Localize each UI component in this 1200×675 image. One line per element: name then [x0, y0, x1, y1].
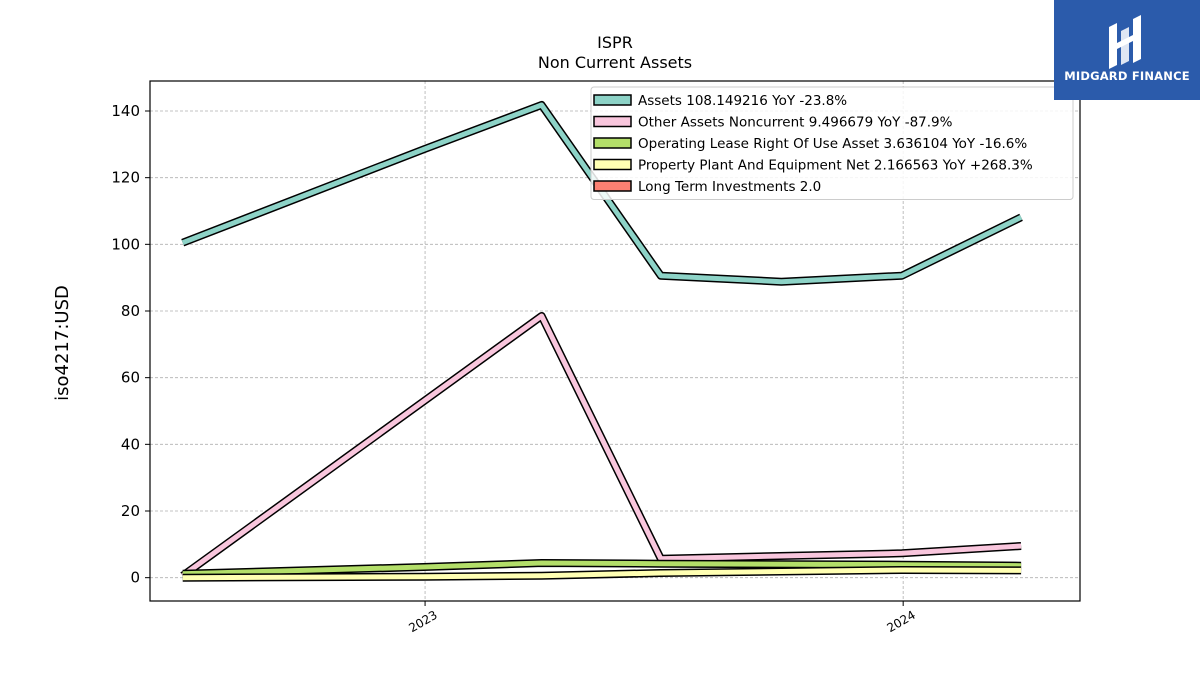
brand-logo-text: MIDGARD FINANCE [1064, 69, 1190, 83]
y-axis-label: iso4217:USD [52, 285, 73, 401]
series-4 [182, 566, 1022, 582]
y-tick-label: 60 [121, 369, 140, 387]
y-tick-label: 0 [130, 569, 140, 587]
legend: Assets 108.149216 YoY -23.8% Other Assets… [590, 86, 1074, 200]
legend-swatch [593, 94, 632, 106]
x-tick-label: 2023 [406, 608, 439, 635]
grid [150, 81, 1080, 601]
series-1 [181, 101, 1023, 286]
series-line [181, 102, 1023, 285]
series-3 [182, 559, 1022, 578]
series-line [182, 567, 1022, 581]
x-tick-label: 2024 [884, 608, 917, 635]
series-line-outline [180, 312, 1022, 579]
legend-swatch [593, 115, 632, 128]
legend-swatch [593, 137, 632, 149]
legend-label: Other Assets Noncurrent 9.496679 YoY -87… [638, 115, 953, 131]
plot-frame [149, 80, 1081, 602]
legend-swatch [593, 180, 632, 192]
legend-box [590, 86, 1074, 200]
ticks: 0 20 40 60 80 100 120 140 2023 2024 [111, 102, 918, 635]
y-tick-label: 100 [111, 235, 140, 253]
series-line [181, 313, 1022, 578]
legend-swatch [593, 158, 632, 171]
y-tick-label: 20 [121, 502, 140, 520]
midgard-logo-icon [1109, 15, 1141, 69]
y-tick-label: 140 [111, 102, 140, 120]
brand-logo: MIDGARD FINANCE [1054, 0, 1200, 100]
y-tick-label: 120 [111, 169, 140, 187]
chart-subtitle: Non Current Assets [538, 53, 692, 72]
series-2 [180, 312, 1022, 579]
legend-label: Operating Lease Right Of Use Asset 3.636… [638, 136, 1027, 152]
series-line [182, 560, 1022, 577]
y-tick-label: 80 [121, 302, 140, 320]
chart-title: ISPR [597, 33, 633, 52]
series-layer [180, 101, 1023, 582]
legend-label: Long Term Investments 2.0 [638, 179, 821, 195]
legend-label: Property Plant And Equipment Net 2.16656… [638, 158, 1033, 174]
legend-label: Assets 108.149216 YoY -23.8% [638, 93, 847, 109]
y-tick-label: 40 [121, 435, 140, 453]
